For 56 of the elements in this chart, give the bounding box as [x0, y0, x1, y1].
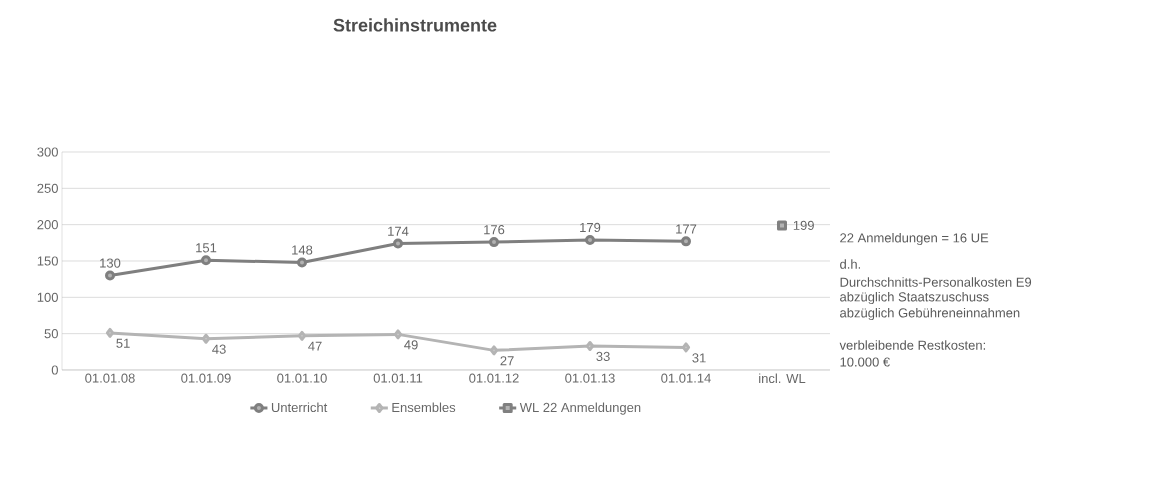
point: [681, 342, 691, 353]
y-tick-label: 200: [37, 220, 58, 230]
data-label: 51: [116, 338, 130, 348]
point: [585, 234, 595, 245]
data-label: 177: [676, 224, 697, 234]
data-label: 27: [500, 356, 514, 366]
data-label: 174: [388, 226, 409, 236]
data-label: 176: [484, 225, 505, 235]
point: [297, 257, 307, 268]
point: [201, 333, 211, 344]
point: [777, 220, 787, 231]
data-label: 43: [212, 344, 226, 354]
x-tick-label: 01.01.11: [373, 373, 423, 383]
point: [297, 330, 307, 341]
y-tick-label: 50: [44, 329, 58, 339]
point: [585, 341, 595, 352]
point: [489, 345, 499, 356]
data-label: 179: [580, 222, 601, 233]
text: abzüglich Gebühreneinnahmen: [840, 307, 1020, 321]
x-tick-label: 01.01.08: [85, 373, 135, 383]
point: [201, 255, 212, 266]
text: 10.000 €: [840, 357, 890, 367]
point: [681, 236, 691, 247]
data-label: 130: [100, 258, 121, 268]
legend-label: WL 22 Anmeldungen: [519, 402, 641, 415]
text: Durchschnitts-Personalkosten E9: [840, 277, 1032, 287]
x-tick-label: 01.01.13: [565, 373, 615, 383]
chart-title: Streichinstrumente: [333, 18, 497, 32]
y-tick-label: 100: [37, 292, 58, 302]
legend-label: Unterricht: [271, 402, 328, 413]
data-label: 151: [196, 243, 217, 253]
y-tick-label: 300: [37, 147, 58, 157]
text: verbleibende Restkosten:: [839, 340, 986, 350]
data-label: 33: [596, 351, 610, 362]
point: [105, 327, 115, 338]
data-label: 49: [404, 340, 418, 350]
data-label: 148: [292, 245, 313, 255]
point: [393, 329, 403, 340]
text: 22 Anmeldungen = 16 UE: [840, 232, 989, 246]
point: [489, 237, 499, 248]
x-tick-label: 01.01.12: [469, 373, 519, 383]
data-label: 31: [692, 353, 706, 363]
x-tick-label: 01.01.09: [181, 373, 231, 383]
y-tick-label: 150: [37, 256, 58, 266]
y-tick-label: 0: [51, 365, 58, 375]
data-label: 47: [308, 341, 322, 351]
data-label: 199: [793, 220, 814, 230]
point: [393, 238, 404, 249]
y-tick-label: 250: [37, 183, 58, 193]
x-tick-label: 01.01.14: [661, 373, 711, 383]
x-tick-label: 01.01.10: [277, 373, 327, 383]
point: [105, 270, 116, 281]
text: d.h.: [840, 259, 861, 269]
text: abzüglich Staatszuschuss: [840, 291, 989, 305]
x-tick-label: incl. WL: [759, 373, 806, 384]
legend-label: Ensembles: [392, 402, 456, 413]
